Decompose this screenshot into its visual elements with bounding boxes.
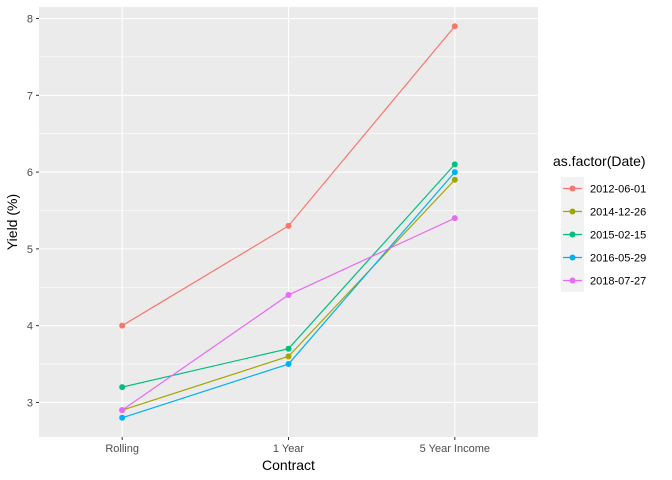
x-axis-title: Contract	[262, 457, 315, 473]
y-axis-title: Yield (%)	[4, 194, 20, 250]
legend-item: 2012-06-01	[561, 177, 646, 200]
data-point-2018-07-27	[285, 291, 292, 298]
y-tick-label: 8	[27, 14, 33, 26]
data-point-2012-06-01	[285, 222, 292, 229]
data-point-2016-05-29	[119, 414, 126, 421]
data-point-2012-06-01	[451, 23, 458, 30]
data-point-2016-05-29	[285, 361, 292, 368]
y-tick-label: 3	[27, 397, 33, 409]
data-point-2016-05-29	[451, 169, 458, 176]
x-axis-ticks: Rolling 1 Year 5 Year Income	[105, 437, 490, 455]
legend-label: 2015-02-15	[590, 230, 646, 242]
data-point-2015-02-15	[451, 161, 458, 168]
legend-key-point	[569, 208, 576, 215]
y-axis-ticks: 3 4 5 6 7 8	[27, 14, 39, 409]
y-tick-label: 5	[27, 244, 33, 256]
legend-label: 2016-05-29	[590, 253, 646, 265]
data-point-2014-12-26	[451, 176, 458, 183]
legend-item: 2014-12-26	[561, 200, 646, 223]
series-points	[119, 23, 458, 421]
data-point-2015-02-15	[119, 384, 126, 391]
data-point-2015-02-15	[285, 345, 292, 352]
legend-key-point	[569, 231, 576, 238]
legend-item: 2015-02-15	[561, 223, 646, 246]
data-point-2014-12-26	[285, 353, 292, 360]
y-tick-label: 4	[27, 321, 33, 333]
legend-label: 2012-06-01	[590, 184, 646, 196]
x-tick-label: Rolling	[105, 443, 139, 455]
legend: as.factor(Date) 2012-06-01 2014-12-26 2015…	[553, 153, 646, 292]
legend-label: 2018-07-27	[590, 276, 646, 288]
legend-item: 2018-07-27	[561, 269, 646, 292]
y-tick-label: 6	[27, 167, 33, 179]
x-tick-label: 1 Year	[273, 443, 305, 455]
legend-label: 2014-12-26	[590, 207, 646, 219]
data-point-2018-07-27	[451, 215, 458, 222]
y-tick-label: 7	[27, 90, 33, 102]
legend-key-point	[569, 254, 576, 261]
data-point-2018-07-27	[119, 407, 126, 414]
x-tick-label: 5 Year Income	[420, 443, 490, 455]
legend-key-point	[569, 185, 576, 192]
legend-title: as.factor(Date)	[553, 153, 646, 169]
legend-key-point	[569, 277, 576, 284]
major-gridlines	[39, 7, 538, 437]
data-point-2012-06-01	[119, 322, 126, 329]
legend-item: 2016-05-29	[561, 246, 646, 269]
